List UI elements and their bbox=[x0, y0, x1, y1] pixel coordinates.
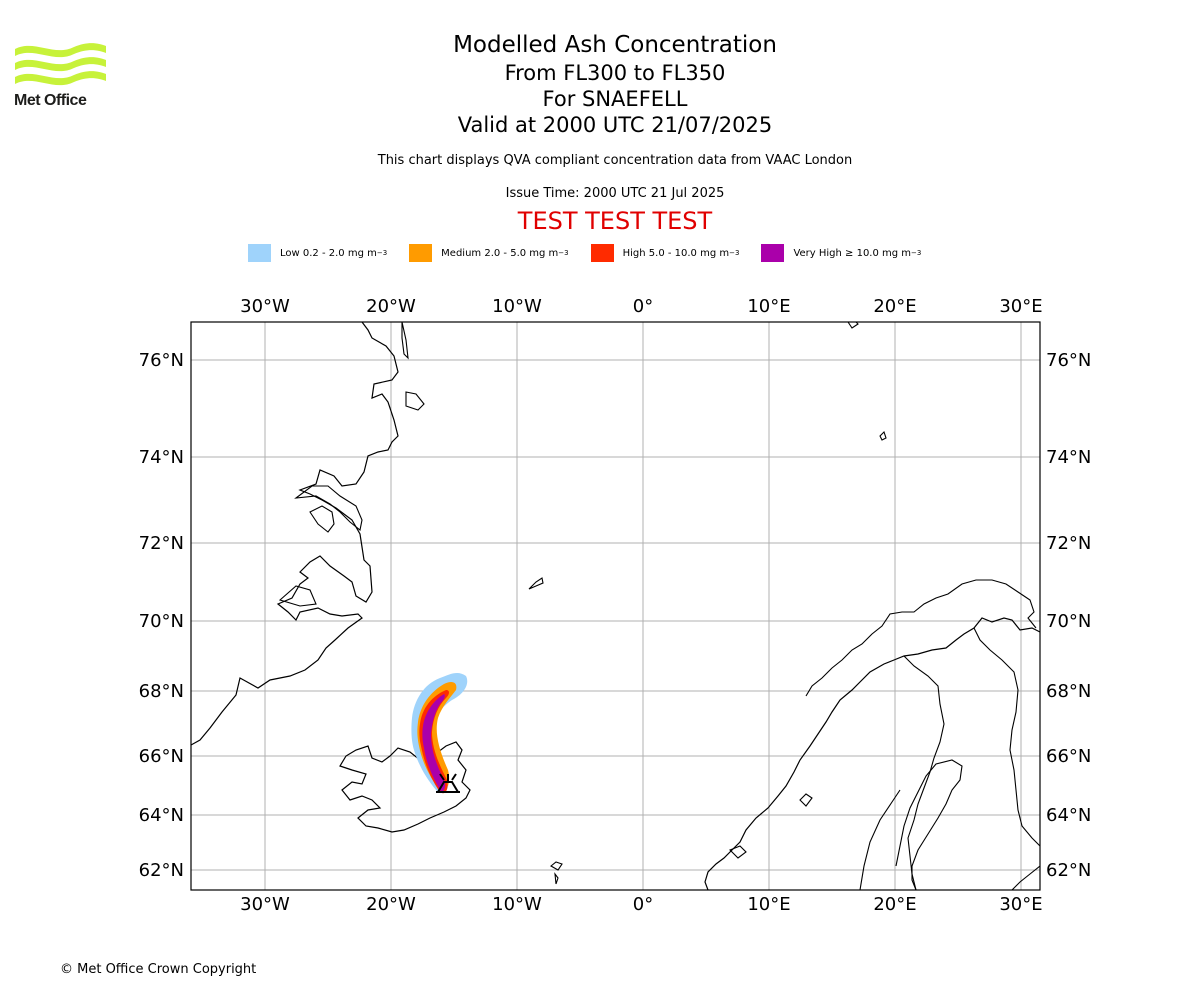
svalbard-coast bbox=[847, 322, 859, 329]
lat-tick-right: 68°N bbox=[1046, 681, 1091, 702]
iceland-coastline bbox=[339, 741, 471, 833]
lon-tick-bottom: 30°E bbox=[999, 894, 1042, 915]
map-frame bbox=[190, 321, 1041, 891]
legend-item-high: High 5.0 - 10.0 mg m −3 bbox=[590, 244, 740, 262]
lat-tick-right: 74°N bbox=[1046, 447, 1091, 468]
lon-tick-top: 0° bbox=[633, 296, 653, 317]
sweden-finland-border bbox=[903, 655, 945, 890]
legend-label-medium: Medium 2.0 - 5.0 mg m bbox=[441, 247, 559, 259]
gulf-of-bothnia bbox=[895, 759, 963, 890]
lat-tick-left: 68°N bbox=[139, 681, 184, 702]
lon-tick-bottom: 30°W bbox=[240, 894, 290, 915]
lat-tick-right: 64°N bbox=[1046, 805, 1091, 826]
copyright-notice: © Met Office Crown Copyright bbox=[60, 962, 257, 977]
greenland-island bbox=[401, 322, 409, 360]
legend-exponent-low: −3 bbox=[376, 249, 388, 257]
baltic-finland-coast bbox=[1011, 865, 1040, 890]
map-gridlines bbox=[191, 322, 1040, 890]
lat-tick-right: 76°N bbox=[1046, 350, 1091, 371]
legend-swatch-low bbox=[248, 244, 271, 262]
legend-swatch-medium bbox=[409, 244, 433, 262]
concentration-legend: Low 0.2 - 2.0 mg m −3 Medium 2.0 - 5.0 mg… bbox=[248, 244, 943, 262]
lat-tick-left: 64°N bbox=[139, 805, 184, 826]
lon-tick-top: 10°E bbox=[747, 296, 790, 317]
valid-time: Valid at 2000 UTC 21/07/2025 bbox=[457, 113, 773, 137]
legend-label-very-high: Very High ≥ 10.0 mg m bbox=[793, 247, 912, 259]
legend-exponent-very-high: −3 bbox=[911, 249, 922, 257]
lat-tick-right: 72°N bbox=[1046, 533, 1091, 554]
legend-label-high: High 5.0 - 10.0 mg m bbox=[622, 247, 730, 259]
lat-tick-right: 70°N bbox=[1046, 611, 1091, 632]
lon-labels-bottom: 30°W 20°W 10°W 0° 10°E 20°E 30°E bbox=[240, 894, 1042, 915]
lat-tick-left: 76°N bbox=[139, 350, 184, 371]
lon-labels-top: 30°W 20°W 10°W 0° 10°E 20°E 30°E bbox=[240, 296, 1042, 317]
lon-tick-top: 30°E bbox=[999, 296, 1042, 317]
volcano-name: For SNAEFELL bbox=[542, 87, 688, 111]
lat-tick-left: 72°N bbox=[139, 533, 184, 554]
lon-tick-bottom: 0° bbox=[633, 894, 653, 915]
flight-level-range: From FL300 to FL350 bbox=[504, 61, 726, 85]
legend-item-very-high: Very High ≥ 10.0 mg m −3 bbox=[761, 244, 921, 262]
lon-tick-top: 20°W bbox=[366, 296, 416, 317]
lat-tick-right: 66°N bbox=[1046, 746, 1091, 767]
sweden-south bbox=[859, 789, 901, 890]
norway-coastline bbox=[704, 617, 1040, 890]
lat-labels-left: 76°N 74°N 72°N 70°N 68°N 66°N 64°N 62°N bbox=[139, 350, 184, 881]
norway-fjord-2 bbox=[729, 845, 747, 859]
lon-tick-bottom: 10°W bbox=[492, 894, 542, 915]
chart-title: Modelled Ash Concentration bbox=[453, 32, 777, 58]
lat-tick-left: 74°N bbox=[139, 447, 184, 468]
lon-tick-top: 20°E bbox=[873, 296, 916, 317]
legend-swatch-very-high bbox=[761, 244, 785, 262]
met-office-logo-icon bbox=[15, 43, 106, 86]
lat-tick-left: 62°N bbox=[139, 860, 184, 881]
greenland-small-island bbox=[405, 391, 425, 411]
volcano-icon bbox=[436, 773, 460, 793]
norway-north-coast bbox=[805, 579, 1037, 697]
faroe-islands bbox=[550, 861, 563, 885]
legend-exponent-high: −3 bbox=[729, 249, 740, 257]
ash-plume-very-high bbox=[422, 694, 446, 792]
lon-tick-top: 30°W bbox=[240, 296, 290, 317]
greenland-fjord-1 bbox=[294, 485, 363, 531]
greenland-fjord-2 bbox=[309, 505, 335, 533]
bear-island bbox=[879, 430, 887, 441]
lat-labels-right: 76°N 74°N 72°N 70°N 68°N 66°N 64°N 62°N bbox=[1046, 350, 1091, 881]
legend-exponent-medium: −3 bbox=[558, 249, 569, 257]
issue-time: Issue Time: 2000 UTC 21 Jul 2025 bbox=[505, 186, 725, 201]
test-banner: TEST TEST TEST bbox=[517, 207, 713, 235]
lon-tick-bottom: 10°E bbox=[747, 894, 790, 915]
greenland-fjord-3 bbox=[278, 585, 317, 607]
legend-label-low: Low 0.2 - 2.0 mg m bbox=[280, 247, 377, 259]
lon-tick-bottom: 20°E bbox=[873, 894, 916, 915]
finland-russia-border bbox=[973, 627, 1040, 847]
logo-wordmark: Met Office bbox=[14, 92, 87, 109]
norway-fjord-1 bbox=[799, 793, 813, 807]
lon-tick-bottom: 20°W bbox=[366, 894, 416, 915]
legend-item-low: Low 0.2 - 2.0 mg m −3 bbox=[248, 244, 387, 262]
chart-header: Modelled Ash Concentration From FL300 to… bbox=[0, 30, 1200, 236]
legend-item-medium: Medium 2.0 - 5.0 mg m −3 bbox=[409, 244, 569, 262]
lat-tick-left: 70°N bbox=[139, 611, 184, 632]
compliance-note: This chart displays QVA compliant concen… bbox=[377, 153, 853, 168]
lat-tick-left: 66°N bbox=[139, 746, 184, 767]
lon-tick-top: 10°W bbox=[492, 296, 542, 317]
lat-tick-right: 62°N bbox=[1046, 860, 1091, 881]
jan-mayen bbox=[528, 577, 544, 590]
legend-swatch-high bbox=[590, 244, 614, 262]
greenland-coastline bbox=[191, 322, 399, 746]
